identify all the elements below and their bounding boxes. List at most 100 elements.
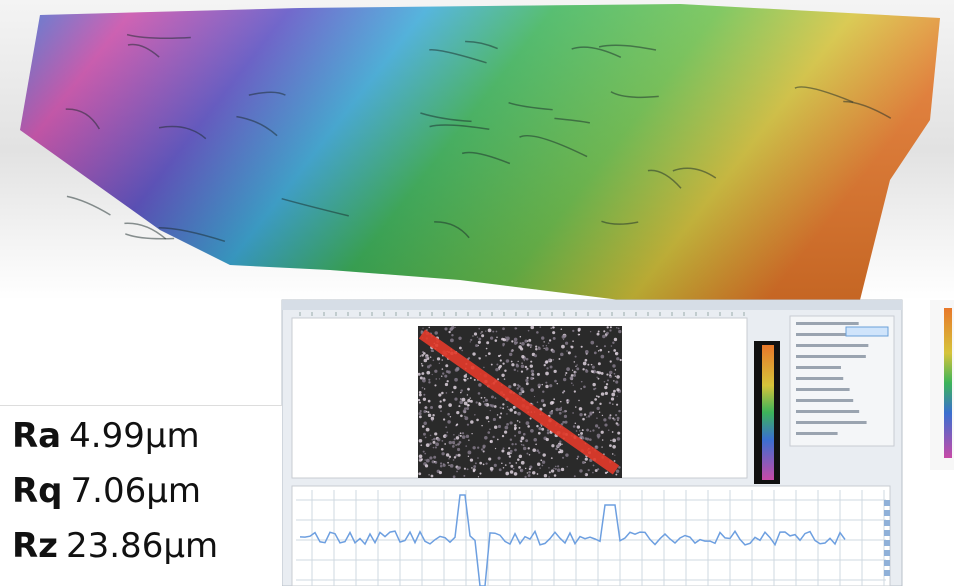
speckle-dot <box>552 350 555 353</box>
speckle-dot <box>464 416 466 418</box>
speckle-dot <box>598 427 600 429</box>
speckle-dot <box>597 434 601 438</box>
speckle-dot <box>468 451 472 455</box>
speckle-dot <box>521 436 525 440</box>
speckle-dot <box>422 425 425 428</box>
speckle-dot <box>574 475 576 477</box>
speckle-dot <box>450 339 454 343</box>
speckle-dot <box>495 368 498 371</box>
speckle-dot <box>499 468 502 471</box>
speckle-dot <box>606 332 609 335</box>
speckle-dot <box>463 475 465 477</box>
speckle-dot <box>579 430 580 431</box>
speckle-dot <box>582 461 585 464</box>
speckle-dot <box>539 467 541 469</box>
parameter-value: 4.99µm <box>69 416 199 456</box>
speckle-dot <box>419 402 421 404</box>
speckle-dot <box>570 376 574 380</box>
speckle-dot <box>598 350 599 351</box>
speckle-dot <box>444 327 447 330</box>
speckle-dot <box>474 332 477 335</box>
speckle-dot <box>473 446 476 449</box>
speckle-dot <box>547 432 550 435</box>
speckle-dot <box>500 359 502 361</box>
speckle-dot <box>496 337 498 339</box>
speckle-dot <box>447 413 450 416</box>
speckle-dot <box>433 456 436 459</box>
speckle-dot <box>560 401 562 403</box>
speckle-dot <box>420 355 421 356</box>
speckle-dot <box>523 433 526 436</box>
speckle-dot <box>526 382 529 385</box>
speckle-dot <box>472 335 473 336</box>
speckle-dot <box>541 428 544 431</box>
speckle-dot <box>585 369 587 371</box>
speckle-dot <box>432 374 433 375</box>
speckle-dot <box>530 418 532 420</box>
tool-icon <box>884 540 890 546</box>
speckle-dot <box>555 468 557 470</box>
speckle-dot <box>434 370 437 373</box>
speckle-dot <box>610 360 612 362</box>
speckle-dot <box>617 396 618 397</box>
speckle-dot <box>520 342 521 343</box>
tool-icon <box>884 510 890 516</box>
speckle-dot <box>538 386 540 388</box>
speckle-dot <box>592 472 594 474</box>
speckle-dot <box>419 458 421 460</box>
speckle-dot <box>450 327 453 330</box>
speckle-dot <box>615 474 617 476</box>
speckle-dot <box>428 414 431 417</box>
speckle-dot <box>589 438 592 441</box>
speckle-dot <box>449 456 451 458</box>
speckle-dot <box>586 429 589 432</box>
speckle-dot <box>536 449 539 452</box>
speckle-dot <box>470 377 472 379</box>
speckle-dot <box>533 438 537 442</box>
speckle-dot <box>503 467 505 469</box>
speckle-dot <box>460 415 463 418</box>
speckle-dot <box>454 438 456 440</box>
speckle-dot <box>521 370 523 372</box>
speckle-dot <box>606 373 608 375</box>
speckle-dot <box>447 420 451 424</box>
speckle-dot <box>426 443 430 447</box>
speckle-dot <box>598 378 600 380</box>
speckle-dot <box>615 369 616 370</box>
speckle-dot <box>604 345 606 347</box>
settings-row <box>796 399 853 402</box>
roughness-row: Rq7.06µm <box>12 471 201 511</box>
speckle-dot <box>567 399 569 401</box>
speckle-dot <box>545 360 548 363</box>
speckle-dot <box>458 405 460 407</box>
speckle-dot <box>464 379 467 382</box>
speckle-dot <box>501 462 503 464</box>
speckle-dot <box>448 458 450 460</box>
speckle-dot <box>482 445 485 448</box>
speckle-dot <box>612 404 613 405</box>
speckle-dot <box>468 439 469 440</box>
speckle-dot <box>465 445 467 447</box>
speckle-dot <box>484 436 488 440</box>
speckle-dot <box>553 337 556 340</box>
speckle-dot <box>525 366 527 368</box>
speckle-dot <box>598 396 600 398</box>
speckle-dot <box>447 462 449 464</box>
speckle-dot <box>608 416 611 419</box>
speckle-dot <box>576 367 579 370</box>
speckle-dot <box>521 355 524 358</box>
speckle-dot <box>576 364 578 366</box>
speckle-dot <box>502 435 504 437</box>
speckle-dot <box>420 444 422 446</box>
input-field[interactable] <box>846 327 888 336</box>
speckle-dot <box>505 336 506 337</box>
speckle-dot <box>588 415 590 417</box>
speckle-dot <box>507 406 509 408</box>
speckle-dot <box>613 380 615 382</box>
speckle-dot <box>520 336 522 338</box>
speckle-dot <box>494 397 496 399</box>
speckle-dot <box>430 356 432 358</box>
speckle-dot <box>521 461 525 465</box>
speckle-dot <box>426 411 428 413</box>
speckle-dot <box>418 412 421 415</box>
